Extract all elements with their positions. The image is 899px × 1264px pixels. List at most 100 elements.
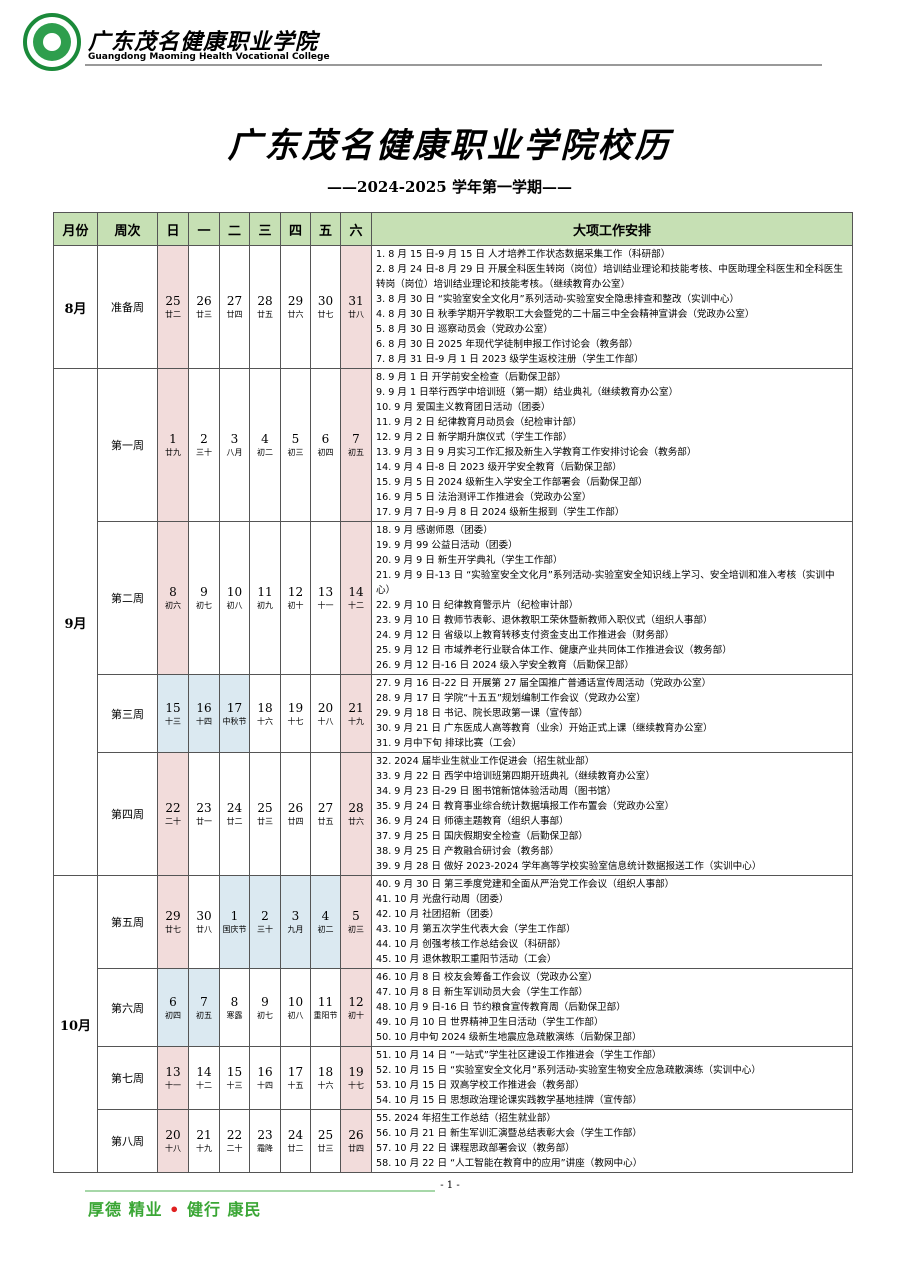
day-number: 1 [169, 432, 177, 446]
lunar-date: 十四 [196, 716, 212, 726]
lunar-date: 十七 [348, 1081, 364, 1090]
lunar-date: 三十 [196, 448, 212, 457]
day-number: 26 [348, 1128, 364, 1142]
day-cell: 31 廿八 [340, 245, 372, 369]
lunar-date: 初十 [287, 601, 304, 610]
day-number: 22 [165, 801, 181, 815]
day-number: 28 [257, 294, 273, 308]
day-number: 19 [287, 700, 304, 715]
day-number: 11 [257, 585, 273, 599]
day-cell: 24 廿二 [280, 1109, 311, 1173]
lunar-date: 十二 [196, 1081, 212, 1090]
lunar-date: 初二 [257, 448, 273, 457]
lunar-date: 初六 [165, 601, 181, 610]
lunar-date: 廿三 [196, 310, 212, 319]
column-header: 月份 [53, 212, 98, 246]
day-number: 27 [226, 294, 243, 308]
day-number: 3 [291, 909, 300, 923]
day-number: 17 [287, 1065, 304, 1079]
day-cell: 28 廿六 [340, 752, 372, 876]
day-number: 24 [287, 1128, 304, 1142]
day-cell: 13 十一 [157, 1046, 189, 1110]
header-graphics [23, 13, 822, 71]
column-header: 五 [310, 212, 341, 246]
day-cell: 28 廿五 [249, 245, 281, 369]
motto-part: 健行 康民 [186, 1200, 262, 1219]
work-item: 31. 9 月中下旬 排球比赛（工会） [376, 738, 522, 749]
work-items: 27. 9 月 16 日-22 日 开展第 27 届全国推广普通话宣传周活动（党… [371, 674, 853, 753]
day-number: 25 [165, 294, 181, 308]
day-number: 15 [226, 1065, 243, 1079]
day-number: 14 [348, 585, 364, 599]
work-items: 55. 2024 年招生工作总结（招生就业部） 56. 10 月 21 日 新生军… [371, 1109, 853, 1173]
week-name: 准备周 [97, 245, 158, 369]
week-name: 第六周 [97, 968, 158, 1047]
month-cell: 8月 [53, 245, 98, 369]
day-cell: 16 十四 [188, 674, 220, 753]
day-number: 21 [348, 700, 364, 715]
work-item: 32. 2024 届毕业生就业工作促进会（招生就业部） [376, 756, 595, 767]
lunar-date: 初三 [287, 448, 304, 457]
work-item: 56. 10 月 21 日 新生军训汇演暨总结表彰大会（学生工作部） [376, 1128, 642, 1139]
lunar-date: 霜降 [257, 1144, 273, 1153]
day-cell: 4 初二 [310, 875, 341, 969]
lunar-date: 初二 [317, 925, 334, 934]
day-number: 9 [200, 585, 208, 599]
lunar-date: 十八 [165, 1144, 181, 1153]
day-cell: 10 初八 [219, 521, 250, 675]
work-item: 12. 9 月 2 日 新学期升旗仪式（学生工作部） [376, 432, 573, 443]
day-cell: 15 十三 [157, 674, 189, 753]
column-header: 日 [157, 212, 189, 246]
day-cell: 7 初五 [188, 968, 220, 1047]
work-item: 13. 9 月 3 日 9 月实习工作汇报及新生入学教育工作安排讨论会（教务部） [376, 447, 697, 458]
work-item: 24. 9 月 12 日 省级以上教育转移支付资金支出工作推进会（财务部） [376, 630, 675, 641]
week-name: 第一周 [97, 368, 158, 522]
day-number: 10 [287, 994, 304, 1009]
work-item: 27. 9 月 16 日-22 日 开展第 27 届全国推广普通话宣传周活动（党… [376, 678, 712, 689]
day-cell: 2 三十 [249, 875, 281, 969]
day-number: 18 [257, 700, 273, 715]
day-number: 16 [196, 700, 212, 715]
work-item: 5. 8 月 30 日 巡察动员会（党政办公室） [376, 324, 554, 335]
lunar-date: 十八 [317, 716, 334, 726]
day-number: 26 [196, 294, 212, 308]
day-cell: 3 九月 [280, 875, 311, 969]
day-number: 31 [348, 294, 364, 308]
lunar-date: 初七 [257, 1010, 273, 1020]
day-cell: 19 十七 [280, 674, 311, 753]
day-number: 1 [230, 909, 239, 923]
column-header: 四 [280, 212, 311, 246]
day-cell: 13 十一 [310, 521, 341, 675]
day-number: 25 [317, 1128, 334, 1142]
day-cell: 14 十二 [188, 1046, 220, 1110]
work-items: 32. 2024 届毕业生就业工作促进会（招生就业部） 33. 9 月 22 日 … [371, 752, 853, 876]
lunar-date: 初四 [317, 448, 334, 457]
day-cell: 21 十九 [340, 674, 372, 753]
day-number: 23 [257, 1128, 273, 1142]
lunar-date: 寒露 [226, 1010, 243, 1020]
day-cell: 15 十三 [219, 1046, 250, 1110]
work-item: 23. 9 月 10 日 教师节表彰、退休教职工荣休暨新教师入职仪式（组织人事部… [376, 615, 713, 626]
work-item: 45. 10 月 退休教职工重阳节活动（工会） [376, 954, 557, 965]
motto-part: 厚德 精业 [88, 1200, 163, 1219]
day-cell: 5 初三 [340, 875, 372, 969]
day-number: 19 [348, 1065, 364, 1079]
day-cell: 6 初四 [157, 968, 189, 1047]
week-row: 第六周 6 初四 7 初五 8 寒露 9 初七 10 初八 11 重阳节 12 初十 46. 10 月 8 日… [54, 968, 853, 1047]
week-name: 第二周 [97, 521, 158, 675]
day-number: 20 [165, 1128, 181, 1142]
day-number: 30 [317, 294, 334, 308]
week-row: 第四周 22 二十 23 廿一 24 廿二 25 廿三 26 廿四 27 廿五 28 廿六 32. 2024 … [54, 752, 853, 876]
day-number: 29 [165, 909, 181, 923]
day-cell: 22 二十 [219, 1109, 250, 1173]
lunar-date: 十九 [196, 1144, 212, 1153]
day-number: 12 [287, 585, 304, 599]
column-header: 三 [249, 212, 281, 246]
work-item: 19. 9 月 99 公益日活动（团委） [376, 540, 518, 551]
work-item: 47. 10 月 8 日 新生军训动员大会（学生工作部） [376, 987, 588, 998]
day-cell: 7 初五 [340, 368, 372, 522]
day-number: 28 [348, 801, 364, 815]
motto-dot: • [169, 1200, 181, 1219]
lunar-date: 初八 [226, 601, 243, 610]
